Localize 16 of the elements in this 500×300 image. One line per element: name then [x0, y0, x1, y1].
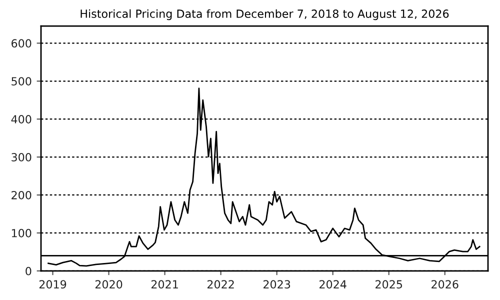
y-tick-label: 0 — [26, 266, 32, 276]
x-tick-label: 2025 — [376, 280, 402, 289]
y-tick-label: 600 — [12, 39, 32, 48]
x-tick-label: 2024 — [320, 280, 346, 289]
x-tick-label: 2023 — [264, 280, 290, 289]
x-tick-label: 2020 — [95, 280, 122, 289]
x-tick-label: 2019 — [39, 280, 66, 289]
x-tick-label: 2022 — [207, 280, 234, 289]
x-tick-label: 2021 — [151, 280, 178, 289]
y-tick-label: 100 — [12, 228, 32, 238]
chart-title: Historical Pricing Data from December 7, 2018 to August 12, 2026 — [80, 9, 449, 20]
y-tick-label: 400 — [11, 115, 32, 124]
y-tick-label: 500 — [12, 77, 32, 86]
y-tick-label: 200 — [12, 190, 32, 200]
y-tick-label: 300 — [12, 153, 32, 162]
x-tick-label: 2026 — [432, 280, 458, 289]
